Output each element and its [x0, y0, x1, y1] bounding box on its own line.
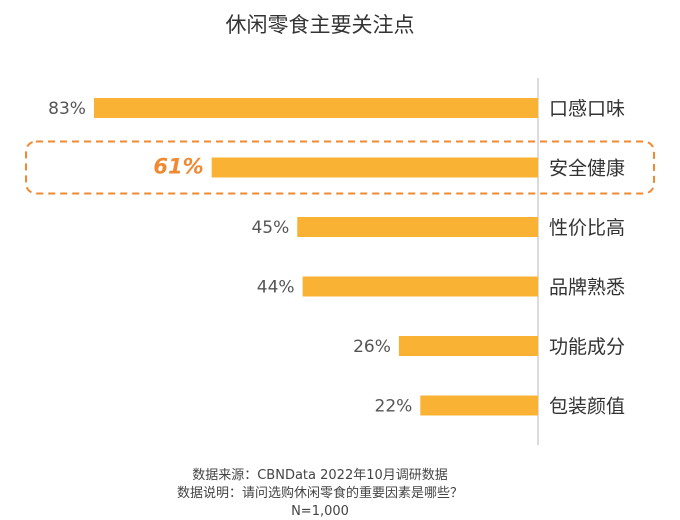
value-label-3: 44% — [257, 278, 295, 298]
category-label-3: 品牌熟悉 — [549, 277, 625, 299]
highlight-box — [25, 140, 655, 195]
category-label-1: 安全健康 — [549, 158, 625, 180]
category-label-2: 性价比高 — [549, 217, 625, 239]
bars-layer: 83% 口感口味 61% 安全健康 45% 性价比高 44% 品牌熟悉 26% 功能成分 22% 包装… — [25, 98, 655, 418]
bar-1 — [211, 157, 538, 178]
bar-3 — [302, 276, 538, 297]
bar-0 — [93, 98, 538, 118]
value-label-0: 83% — [48, 99, 86, 119]
sample-size-note: N=1,000 — [291, 504, 349, 519]
value-label-5: 22% — [375, 397, 413, 417]
value-label-4: 26% — [353, 337, 391, 357]
bar-4 — [398, 336, 538, 356]
category-label-0: 口感口味 — [549, 98, 625, 120]
data-question-note: 数据说明：请问选购休闲零食的重要因素是哪些？ — [177, 485, 463, 501]
value-label-1: 61% — [153, 155, 203, 179]
bar-5 — [420, 395, 538, 416]
data-source-note: 数据来源：CBNData 2022年10月调研数据 — [192, 468, 448, 483]
category-label-5: 包装颜值 — [549, 396, 625, 418]
bar-2 — [297, 217, 538, 237]
chart-title: 休闲零食主要关注点 — [226, 13, 415, 37]
value-label-2: 45% — [251, 218, 289, 238]
category-label-4: 功能成分 — [549, 336, 625, 358]
